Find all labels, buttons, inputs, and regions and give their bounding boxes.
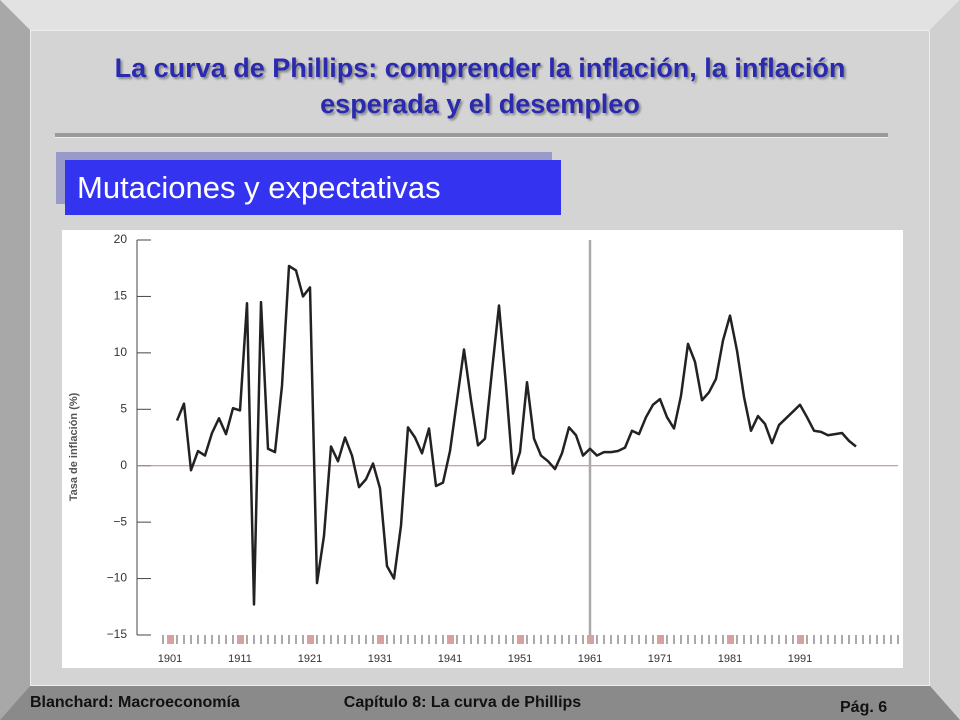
y-tick-label: −10 [107,571,128,585]
x-tick [167,635,174,644]
y-tick-label: −15 [107,627,128,641]
y-tick-label: 15 [114,289,128,303]
footer-left: Blanchard: Macroeconomía [30,694,240,711]
y-tick-label: −5 [113,514,127,528]
subtitle: Mutaciones y expectativas [65,160,561,215]
x-tick [517,635,524,644]
chart-background [62,230,903,668]
y-tick-label: 20 [114,232,128,246]
x-tick-label: 1991 [788,653,812,665]
chart: Tasa de inflación (%) −15 −10 −5 0 5 10 15 20 19… [62,230,903,668]
x-tick-label: 1951 [508,653,532,665]
x-tick [447,635,454,644]
y-tick-label: 5 [120,401,127,415]
x-tick [797,635,804,644]
x-tick-label: 1931 [368,653,392,665]
x-tick-label: 1981 [718,653,742,665]
x-tick-label: 1921 [298,653,322,665]
page-number: Pág. 6 [840,699,888,716]
inflation-line [175,264,857,606]
x-tick-label: 1971 [648,653,672,665]
x-tick [587,635,594,644]
y-tick-label: 10 [114,345,128,359]
slide-title: La curva de Phillips: comprender la infl… [114,53,846,119]
footer-center: Capítulo 8: La curva de Phillips [343,694,582,711]
x-tick [657,635,664,644]
y-tick-label: 0 [120,458,127,472]
x-tick [377,635,384,644]
x-tick-label: 1911 [228,653,252,665]
x-tick [307,635,314,644]
title-rule [55,133,888,138]
x-tick-label: 1901 [158,653,182,665]
y-axis-label: Tasa de inflación (%) [68,392,80,501]
x-tick-label: 1961 [578,653,602,665]
x-tick [237,635,244,644]
x-tick [727,635,734,644]
x-tick-label: 1941 [438,653,462,665]
